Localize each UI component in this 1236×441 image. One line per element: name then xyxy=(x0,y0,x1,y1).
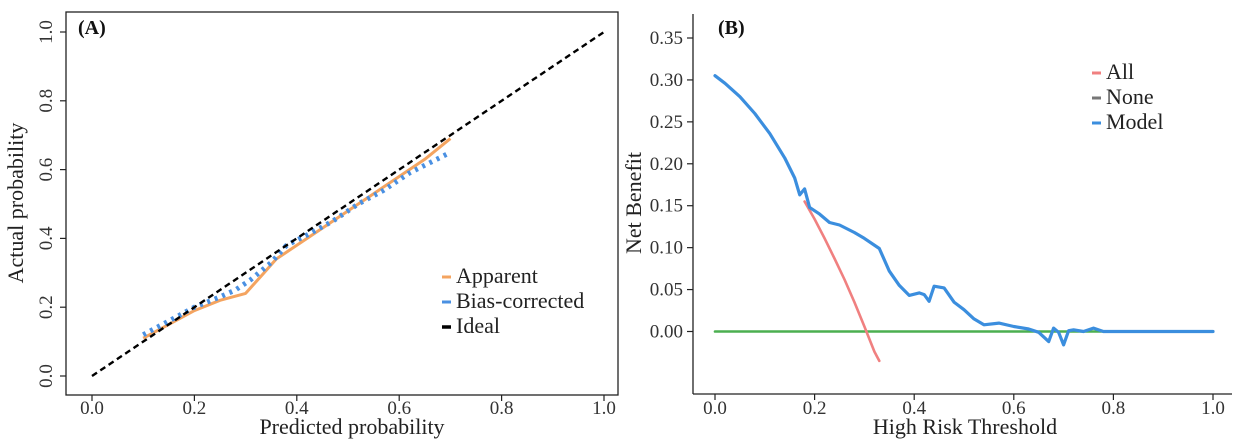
panel-a-y-tick-label: 0.0 xyxy=(36,364,57,388)
panel-b-y-tick-label: 0.25 xyxy=(650,112,683,133)
panel-a-x-tick-label: 0.0 xyxy=(80,398,104,419)
panel-a-y-ticks: 0.0 0.2 0.4 0.6 0.8 1.0 xyxy=(36,20,66,388)
panel-b-y-axis-label: Net Benefit xyxy=(621,152,646,254)
panel-b: (B) 0.0 0.2 0.4 0.6 0.8 1.0 0.000.050.100.150… xyxy=(621,14,1232,439)
panel-a-y-tick-label: 0.8 xyxy=(36,89,57,113)
panel-b-x-tick-label: 0.0 xyxy=(703,398,727,419)
panel-b-x-tick-label: 0.8 xyxy=(1102,398,1126,419)
panel-a-x-ticks: 0.0 0.2 0.4 0.6 0.8 1.0 xyxy=(80,395,616,419)
panel-b-x-tick-label: 0.6 xyxy=(1002,398,1026,419)
panel-b-y-tick-label: 0.35 xyxy=(650,28,683,49)
legend-label-model: Model xyxy=(1106,109,1163,134)
series-line-apparent xyxy=(142,137,452,340)
series-line-ideal xyxy=(91,31,605,377)
panel-a-x-tick-label: 1.0 xyxy=(592,398,616,419)
legend-label-none: None xyxy=(1106,84,1154,109)
panel-b-y-tick-label: 0.20 xyxy=(650,154,683,175)
panel-b-x-tick-label: 0.4 xyxy=(902,398,926,419)
legend-label-ideal: Ideal xyxy=(456,313,500,338)
legend-label-bias-corrected: Bias-corrected xyxy=(456,288,584,313)
panel-b-y-tick-label: 0.15 xyxy=(650,196,683,217)
legend-label-apparent: Apparent xyxy=(456,263,538,288)
panel-a-y-tick-label: 0.4 xyxy=(36,226,57,250)
panel-a-y-tick-label: 0.2 xyxy=(36,295,57,319)
panel-b-x-tick-label: 1.0 xyxy=(1201,398,1225,419)
panel-a-y-tick-label: 1.0 xyxy=(36,20,57,44)
panel-a-label: (A) xyxy=(78,17,106,39)
panel-a-x-tick-label: 0.8 xyxy=(490,398,514,419)
panel-b-y-tick-label: 0.30 xyxy=(650,70,683,91)
panel-a-x-tick-label: 0.4 xyxy=(285,398,309,419)
panel-b-x-ticks: 0.0 0.2 0.4 0.6 0.8 1.0 xyxy=(703,394,1225,419)
legend-label-all: All xyxy=(1106,59,1134,84)
panel-b-x-axis-label: High Risk Threshold xyxy=(873,414,1057,439)
series-line-all xyxy=(803,200,881,363)
panel-b-y-tick-label: 0.00 xyxy=(650,322,683,343)
panel-b-label: (B) xyxy=(718,17,745,39)
panel-b-y-ticks: 0.00 0.05 0.10 0.15 0.20 0.25 0.30 0.35 xyxy=(650,28,693,343)
panel-a-y-tick-label: 0.6 xyxy=(36,158,57,182)
series-line-model xyxy=(713,74,1215,347)
panel-b-x-tick-label: 0.2 xyxy=(803,398,827,419)
panel-a: (A) 0.0 0.2 0.4 0.6 0.8 1.0 0.0 0.2 0.4 0.6 0.8 1.… xyxy=(3,11,619,439)
panel-a-x-tick-label: 0.2 xyxy=(183,398,207,419)
panel-a-x-tick-label: 0.6 xyxy=(387,398,411,419)
panel-b-y-tick-label: 0.05 xyxy=(650,280,683,301)
panel-a-frame xyxy=(65,11,619,396)
panel-a-x-axis-label: Predicted probability xyxy=(259,414,444,439)
panel-b-y-tick-label: 0.10 xyxy=(650,238,683,259)
panel-a-y-axis-label: Actual probability xyxy=(3,123,28,284)
panel-a-series xyxy=(91,31,605,377)
panel-b-series xyxy=(713,74,1215,363)
